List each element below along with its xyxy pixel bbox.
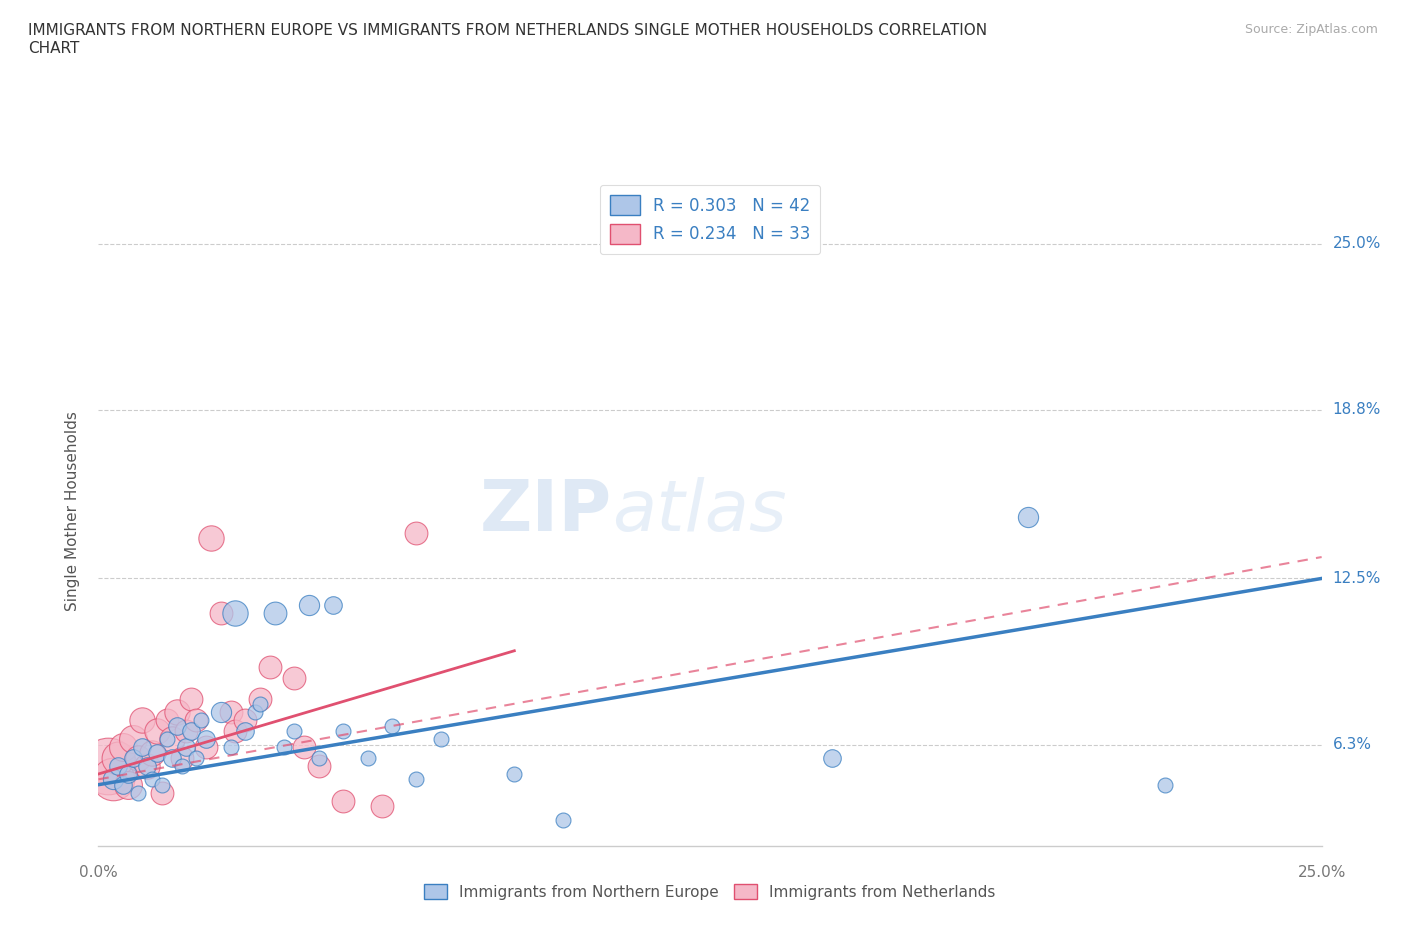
Point [332,724,354,738]
Point [195,732,218,747]
Text: 18.8%: 18.8% [1333,402,1381,418]
Point [233,713,256,728]
Point [186,713,208,728]
Text: 6.3%: 6.3% [1333,737,1372,752]
Point [821,751,844,765]
Y-axis label: Single Mother Households: Single Mother Households [65,412,80,611]
Point [111,777,134,792]
Point [308,751,330,765]
Point [292,739,315,754]
Point [180,692,202,707]
Legend: Immigrants from Northern Europe, Immigrants from Netherlands: Immigrants from Northern Europe, Immigra… [418,877,1002,906]
Point [249,697,271,711]
Point [381,718,404,733]
Point [97,759,120,774]
Point [156,713,179,728]
Point [176,724,198,738]
Point [283,671,305,685]
Point [356,751,378,765]
Point [150,777,173,792]
Point [166,718,188,733]
Point [195,739,218,754]
Text: 12.5%: 12.5% [1333,571,1381,586]
Point [131,739,153,754]
Point [166,705,188,720]
Point [503,766,526,781]
Point [308,759,330,774]
Point [283,724,305,738]
Point [190,713,212,728]
Point [219,705,242,720]
Point [263,605,285,620]
Point [259,659,281,674]
Point [219,739,242,754]
Point [273,739,295,754]
Point [150,785,173,800]
Point [141,772,163,787]
Point [160,732,183,747]
Point [127,785,149,800]
Point [156,732,179,747]
Text: 0.0%: 0.0% [79,865,118,880]
Point [101,772,124,787]
Point [101,772,124,787]
Point [332,793,354,808]
Text: 25.0%: 25.0% [1298,865,1346,880]
Point [233,724,256,738]
Point [1154,777,1177,792]
Point [160,751,183,765]
Point [117,766,139,781]
Point [405,772,427,787]
Point [209,705,232,720]
Point [107,759,129,774]
Point [117,777,139,792]
Point [146,745,169,760]
Point [136,759,159,774]
Point [224,605,246,620]
Point [371,799,394,814]
Point [430,732,453,747]
Text: 25.0%: 25.0% [1333,236,1381,251]
Point [121,751,143,765]
Text: IMMIGRANTS FROM NORTHERN EUROPE VS IMMIGRANTS FROM NETHERLANDS SINGLE MOTHER HOU: IMMIGRANTS FROM NORTHERN EUROPE VS IMMIG… [28,23,987,56]
Point [127,751,149,765]
Point [1017,510,1039,525]
Point [553,812,575,827]
Point [107,751,129,765]
Point [200,531,222,546]
Point [111,739,134,754]
Point [170,751,193,765]
Point [176,739,198,754]
Point [224,724,246,738]
Text: ZIP: ZIP [479,477,612,546]
Point [180,724,202,738]
Point [243,705,266,720]
Point [170,759,193,774]
Point [146,724,169,738]
Text: atlas: atlas [612,477,787,546]
Point [141,745,163,760]
Point [186,751,208,765]
Point [209,605,232,620]
Point [121,732,143,747]
Point [322,598,344,613]
Point [131,713,153,728]
Point [298,598,321,613]
Point [136,759,159,774]
Point [405,525,427,540]
Point [249,692,271,707]
Text: Source: ZipAtlas.com: Source: ZipAtlas.com [1244,23,1378,36]
